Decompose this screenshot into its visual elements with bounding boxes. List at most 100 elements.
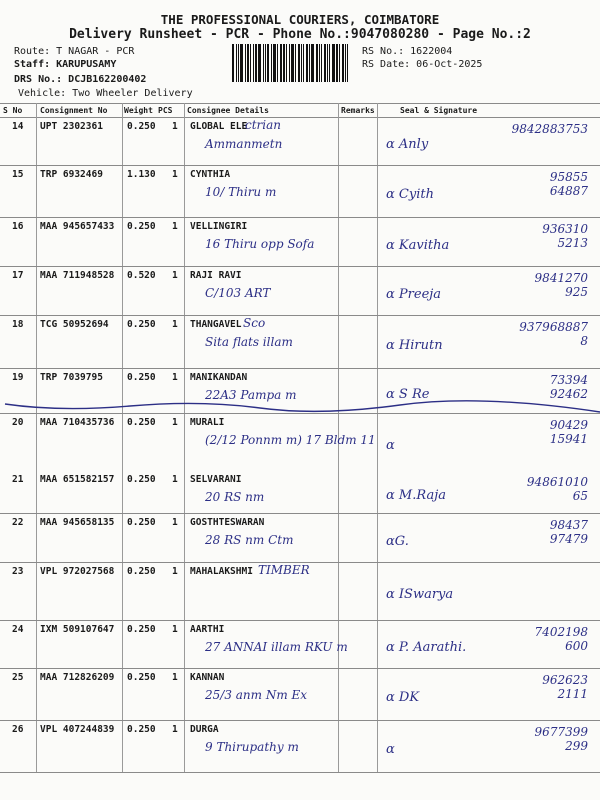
consignment-number: TRP 7039795 — [40, 372, 103, 383]
handwritten-address: 27 ANNAI illam RKU m — [205, 640, 348, 654]
serial-number: 23 — [12, 566, 24, 577]
handwritten-address: (2/12 Ponnm m) 17 Bldm 11 — [205, 433, 376, 447]
barcode-bar — [347, 44, 348, 82]
column-divider — [377, 103, 378, 772]
barcode-bar — [271, 44, 272, 82]
weight: 1.130 — [127, 169, 156, 180]
barcode-bar — [291, 44, 294, 82]
serial-number: 17 — [12, 270, 24, 281]
phone-number-cont: 5213 — [557, 236, 588, 250]
weight: 0.520 — [127, 270, 156, 281]
signature: α — [386, 437, 395, 453]
phone-number: 937968887 — [519, 320, 588, 334]
barcode-bar — [342, 44, 344, 82]
handwritten-note: ctrian — [245, 118, 281, 132]
phone-number: 98437 — [549, 518, 588, 532]
signature: α P. Aarathi. — [386, 640, 467, 655]
row-divider — [0, 165, 600, 166]
signature: α — [386, 742, 395, 757]
consignee-name: GOSTHTESWARAN — [190, 517, 265, 528]
route: Route: T NAGAR - PCR — [14, 46, 135, 57]
col-weight: Weight — [124, 106, 153, 115]
phone-number: 95855 — [549, 170, 588, 184]
pieces: 1 — [172, 624, 178, 635]
row-divider — [0, 620, 600, 621]
signature: α Hirutn — [386, 337, 443, 353]
consignment-number: UPT 2302361 — [40, 121, 103, 132]
consignment-number: MAA 711948528 — [40, 270, 115, 281]
phone-number: 73394 — [549, 373, 588, 387]
barcode-bar — [298, 44, 300, 82]
phone-number-cont: 600 — [565, 639, 588, 653]
consignment-number: MAA 945657433 — [40, 221, 115, 232]
serial-number: 20 — [12, 417, 24, 428]
handwritten-address: Ammanmetn — [205, 137, 283, 151]
barcode-bar — [306, 44, 308, 82]
signature: α ISwarya — [386, 587, 454, 602]
row-divider — [0, 217, 600, 218]
row-divider — [0, 562, 600, 563]
consignment-number: TRP 6932469 — [40, 169, 103, 180]
barcode-bar — [253, 44, 254, 82]
weight: 0.250 — [127, 319, 156, 330]
barcode-bar — [336, 44, 338, 82]
consignment-number: MAA 945658135 — [40, 517, 115, 528]
barcode-bar — [324, 44, 326, 82]
barcode-bar — [321, 44, 322, 82]
barcode-bar — [258, 44, 261, 82]
row-divider — [0, 772, 600, 773]
row-divider — [0, 720, 600, 721]
pieces: 1 — [172, 372, 178, 383]
barcode-bar — [283, 44, 285, 82]
handwritten-address: 10/ Thiru m — [205, 185, 277, 199]
pen-stroke — [4, 400, 600, 413]
signature: α Cyith — [386, 187, 434, 202]
signature: α DK — [386, 690, 420, 705]
col-remarks: Remarks — [341, 106, 375, 115]
phone-number-cont: 15941 — [549, 432, 588, 446]
serial-number: 19 — [12, 372, 24, 383]
phone-number: 9842883753 — [511, 122, 588, 136]
column-divider — [184, 103, 185, 772]
phone-number: 9841270 — [534, 271, 588, 285]
col-consignment: Consignment No — [40, 106, 108, 115]
drs-number: DRS No.: DCJB162200402 — [14, 74, 147, 85]
barcode-bar — [319, 44, 320, 82]
signature: α Anly — [386, 137, 429, 152]
serial-number: 25 — [12, 672, 24, 683]
consignee-name: KANNAN — [190, 672, 225, 683]
consignee-name: VELLINGIRI — [190, 221, 248, 232]
signature: α M.Raja — [386, 487, 446, 503]
runsheet-subtitle: Delivery Runsheet - PCR - Phone No.:9047… — [69, 27, 531, 42]
divider — [0, 103, 600, 104]
row-divider — [0, 266, 600, 267]
rs-number: RS No.: 1622004 — [362, 46, 453, 57]
barcode-bar — [329, 44, 330, 82]
phone-number-cont: 2111 — [557, 687, 588, 701]
weight: 0.250 — [127, 624, 156, 635]
col-pcs: PCS — [158, 106, 173, 115]
signature: α Preeja — [386, 286, 442, 302]
handwritten-address: 16 Thiru opp Sofa — [205, 237, 315, 251]
serial-number: 14 — [12, 121, 24, 132]
consignee-name: RAJI RAVI — [190, 270, 242, 281]
phone-number-cont: 925 — [565, 285, 588, 299]
consignee-name: THANGAVEL — [190, 319, 242, 330]
barcode-bar — [255, 44, 257, 82]
phone-number-cont: 65 — [572, 489, 588, 503]
handwritten-note: TIMBER — [258, 563, 310, 577]
barcode-bar — [267, 44, 269, 82]
barcode-bar — [277, 44, 278, 82]
phone-number: 962623 — [542, 673, 588, 687]
pieces: 1 — [172, 417, 178, 428]
barcode-bar — [339, 44, 340, 82]
row-divider — [0, 413, 600, 414]
handwritten-note: Sco — [243, 316, 266, 330]
phone-number: 90429 — [549, 418, 588, 432]
barcode-bar — [240, 44, 243, 82]
barcode-bar — [273, 44, 276, 82]
row-divider — [0, 668, 600, 669]
signature: α Kavitha — [386, 237, 450, 253]
handwritten-address: 20 RS nm — [205, 490, 265, 504]
phone-number: 936310 — [542, 222, 588, 236]
